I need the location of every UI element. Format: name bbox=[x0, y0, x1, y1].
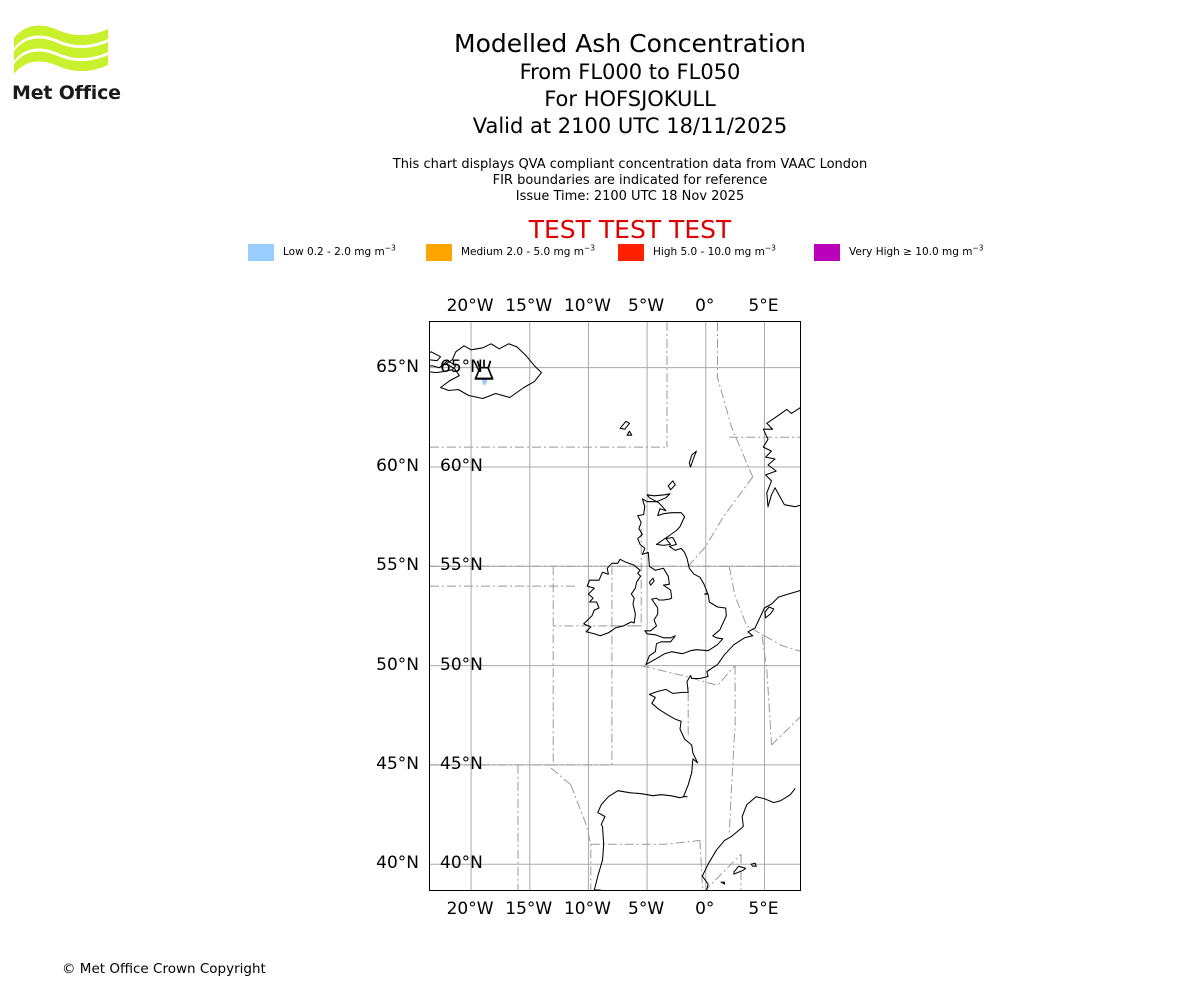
volcano-marker bbox=[474, 359, 494, 380]
lon-tick-bottom-0: 20°W bbox=[446, 899, 494, 919]
lat-tick-left-3: 55°N bbox=[376, 555, 419, 576]
coastlines bbox=[430, 343, 800, 890]
legend-swatch-very-high bbox=[814, 243, 840, 261]
title-valid-at: Valid at 2100 UTC 18/11/2025 bbox=[472, 114, 788, 138]
lat-tick-left-5: 65°N bbox=[376, 356, 419, 377]
lon-tick-top-1: 15°W bbox=[505, 296, 553, 316]
map-plot-area bbox=[429, 321, 801, 891]
subtitle-line-3: Issue Time: 2100 UTC 18 Nov 2025 bbox=[515, 189, 745, 204]
legend-label-low: Low 0.2 - 2.0 mg m−3 bbox=[283, 243, 396, 258]
met-office-logo: Met Office bbox=[12, 22, 124, 114]
fir-boundaries bbox=[430, 322, 800, 890]
test-banner: TEST TEST TEST bbox=[528, 215, 732, 244]
lat-tick-left-1: 45°N bbox=[376, 753, 419, 774]
legend-entry-medium: Medium 2.0 - 5.0 mg m−3 bbox=[426, 243, 595, 261]
lon-tick-top-4: 0° bbox=[695, 296, 715, 316]
title-volcano: For HOFSJOKULL bbox=[544, 87, 716, 111]
lat-tick-left-2: 50°N bbox=[376, 654, 419, 675]
lat-tick-right-1: 45°N bbox=[440, 753, 483, 774]
lat-tick-right-5: 65°N bbox=[440, 356, 483, 377]
legend-label-very-high: Very High ≥ 10.0 mg m−3 bbox=[849, 243, 984, 258]
lon-tick-bottom-1: 15°W bbox=[505, 899, 553, 919]
ash-concentration-map: 20°W 20°W 15°W 15°W 10°W 10°W 5°W 5°W 0° 0° 5°E 5°E… bbox=[376, 296, 801, 919]
lat-tick-right-0: 40°N bbox=[440, 853, 483, 874]
copyright-notice: © Met Office Crown Copyright bbox=[62, 961, 266, 977]
met-office-wave-icon bbox=[14, 25, 108, 74]
lat-tick-right-4: 60°N bbox=[440, 455, 483, 476]
map-graphics bbox=[430, 322, 800, 890]
legend-swatch-low bbox=[248, 243, 274, 261]
map-gridlines bbox=[430, 322, 800, 890]
lon-tick-top-5: 5°E bbox=[748, 296, 779, 316]
concentration-legend: Low 0.2 - 2.0 mg m−3 Medium 2.0 - 5.0 mg … bbox=[248, 243, 994, 261]
lat-tick-right-3: 55°N bbox=[440, 555, 483, 576]
lat-tick-left-0: 40°N bbox=[376, 853, 419, 874]
lat-tick-left-4: 60°N bbox=[376, 455, 419, 476]
lon-tick-bottom-5: 5°E bbox=[748, 899, 779, 919]
title-main: Modelled Ash Concentration bbox=[454, 29, 806, 58]
legend-label-medium: Medium 2.0 - 5.0 mg m−3 bbox=[461, 243, 596, 258]
subtitle-line-1: This chart displays QVA compliant concen… bbox=[392, 157, 868, 172]
lon-tick-bottom-2: 10°W bbox=[563, 899, 611, 919]
met-office-wordmark: Met Office bbox=[12, 82, 121, 104]
lon-tick-top-2: 10°W bbox=[563, 296, 611, 316]
legend-swatch-high bbox=[618, 243, 644, 261]
subtitle-line-2: FIR boundaries are indicated for referen… bbox=[492, 173, 768, 188]
lon-tick-bottom-3: 5°W bbox=[628, 899, 665, 919]
lon-tick-top-3: 5°W bbox=[628, 296, 665, 316]
title-flight-levels: From FL000 to FL050 bbox=[519, 60, 741, 84]
lon-tick-bottom-4: 0° bbox=[695, 899, 715, 919]
legend-entry-very-high: Very High ≥ 10.0 mg m−3 bbox=[814, 243, 984, 261]
legend-label-high: High 5.0 - 10.0 mg m−3 bbox=[653, 243, 776, 258]
legend-swatch-medium bbox=[426, 243, 452, 261]
lat-tick-right-2: 50°N bbox=[440, 654, 483, 675]
legend-entry-low: Low 0.2 - 2.0 mg m−3 bbox=[248, 243, 396, 261]
page-title: Modelled Ash Concentration From FL000 to… bbox=[130, 28, 1130, 140]
lon-tick-top-0: 20°W bbox=[446, 296, 494, 316]
subtitle-block: This chart displays QVA compliant concen… bbox=[130, 157, 1130, 205]
legend-entry-high: High 5.0 - 10.0 mg m−3 bbox=[618, 243, 776, 261]
